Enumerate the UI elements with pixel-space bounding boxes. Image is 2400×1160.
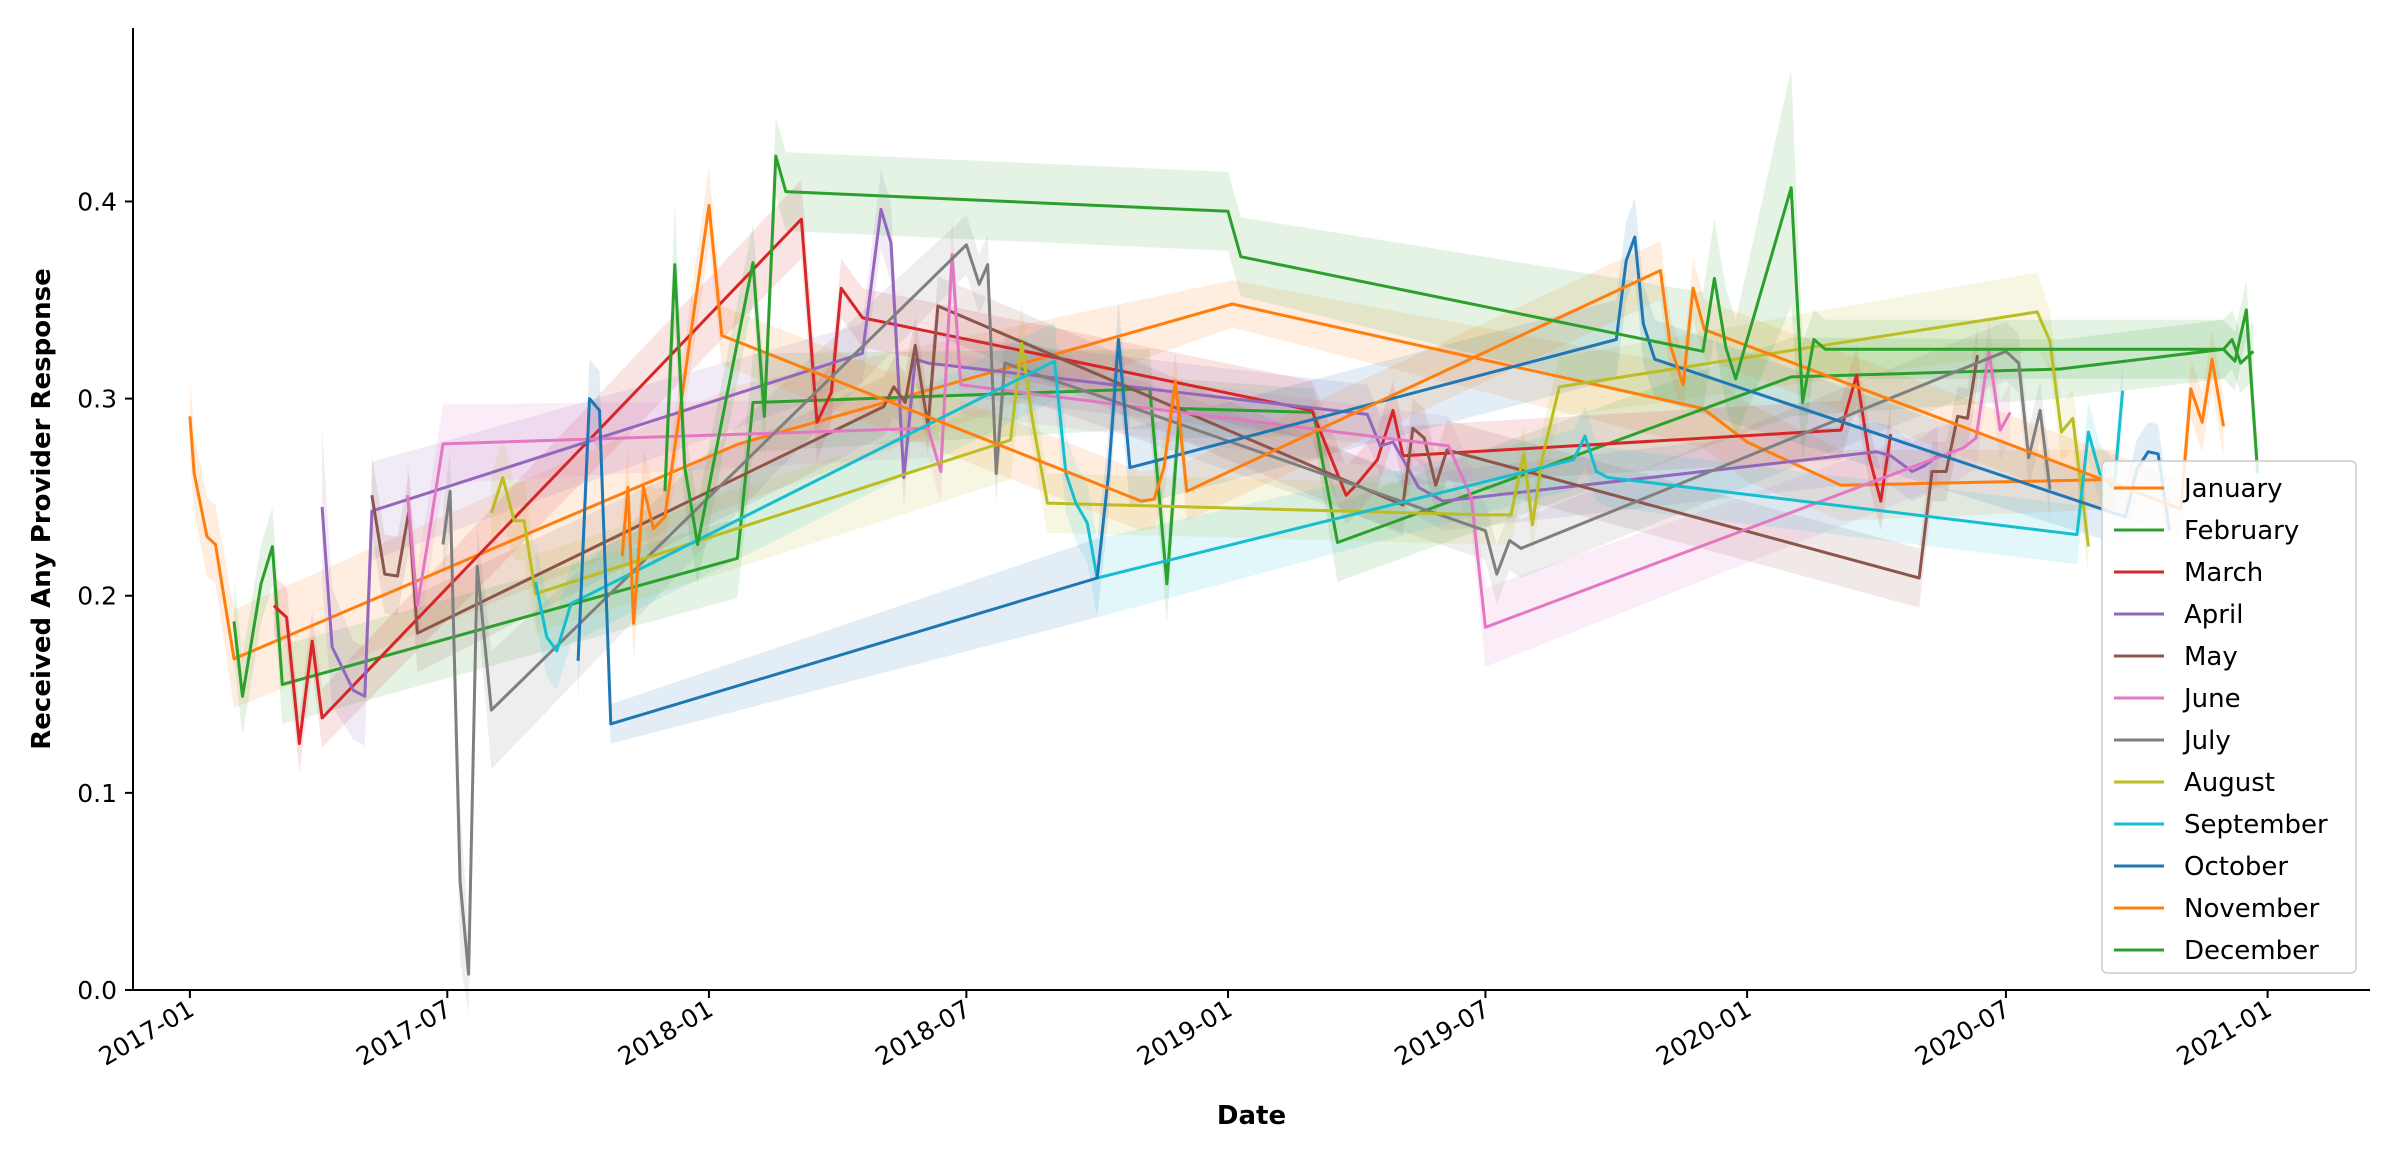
x-axis-label: Date <box>1217 1101 1286 1131</box>
x-tick-label: 2017-01 <box>94 994 199 1071</box>
x-tick-label: 2020-07 <box>1910 994 2015 1071</box>
series-line-september <box>534 359 2125 653</box>
legend-entry: January <box>2182 474 2283 504</box>
confidence-band-january <box>189 280 2116 709</box>
legend-entry: June <box>2182 684 2241 714</box>
y-tick-label: 0.1 <box>77 779 117 808</box>
confidence-band-august <box>491 272 2089 634</box>
series-line-july <box>441 243 2052 976</box>
legend-entry: July <box>2182 726 2231 756</box>
legend-entry: May <box>2184 642 2238 672</box>
y-tick-label: 0.4 <box>77 187 117 216</box>
confidence-band-december <box>664 69 2258 584</box>
legend: January February March April May June July Augu… <box>2101 460 2357 974</box>
y-tick-label: 0.0 <box>77 976 117 1005</box>
confidence-band-february <box>234 309 2254 736</box>
x-ticks: 2017-01 2017-07 2018-01 2018-07 2019-01 2019-… <box>94 990 2277 1071</box>
legend-entry: March <box>2184 558 2263 588</box>
y-ticks: 0.0 0.1 0.2 0.3 0.4 <box>77 187 133 1005</box>
y-axis-label: Received Any Provider Response <box>27 268 57 749</box>
series-lines <box>188 154 2260 976</box>
series-line-april <box>320 207 1939 698</box>
legend-entry: November <box>2184 894 2320 924</box>
x-tick-label: 2019-07 <box>1389 994 1494 1071</box>
y-tick-label: 0.2 <box>77 582 117 611</box>
confidence-band-april <box>322 169 1938 746</box>
series-line-august <box>489 310 2090 596</box>
series-line-december <box>663 154 2260 546</box>
confidence-band-september <box>535 321 2123 691</box>
x-tick-label: 2018-07 <box>870 994 975 1071</box>
legend-entry: February <box>2184 516 2299 546</box>
x-tick-label: 2021-01 <box>2172 994 2277 1071</box>
x-tick-label: 2019-01 <box>1132 994 1237 1071</box>
x-tick-label: 2018-01 <box>613 994 718 1071</box>
series-line-february <box>232 338 2255 698</box>
y-tick-label: 0.3 <box>77 385 117 414</box>
legend-entry: December <box>2184 936 2319 966</box>
series-line-march <box>272 217 1893 746</box>
legend-entry: September <box>2184 810 2328 840</box>
legend-entry: April <box>2184 600 2243 630</box>
x-tick-label: 2017-07 <box>351 994 456 1071</box>
legend-box <box>2101 460 2357 974</box>
confidence-band-june <box>407 215 2011 667</box>
legend-entry: October <box>2184 852 2288 882</box>
confidence-band-october <box>578 197 2170 744</box>
series-line-june <box>406 253 2012 629</box>
legend-entry: August <box>2184 768 2275 798</box>
series-line-january <box>188 302 2116 661</box>
confidence-band-may <box>371 276 1978 673</box>
x-tick-label: 2020-01 <box>1651 994 1756 1071</box>
